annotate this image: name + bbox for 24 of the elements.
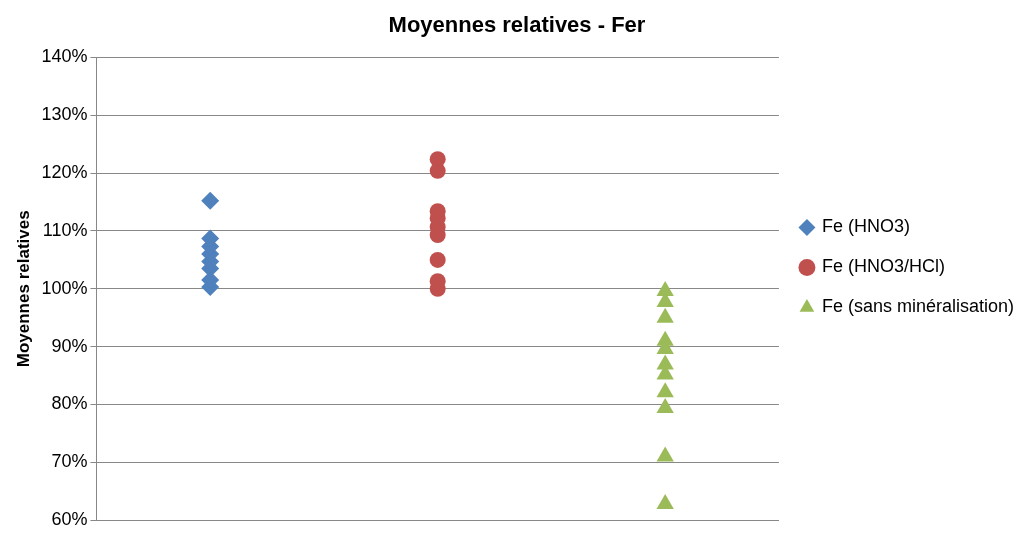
point xyxy=(656,494,674,509)
y-tick-label: 70% xyxy=(51,451,88,472)
y-tick-label: 130% xyxy=(41,104,88,125)
point xyxy=(201,191,220,210)
point xyxy=(656,281,674,297)
point xyxy=(656,446,674,462)
y-tick-label: 80% xyxy=(51,393,88,414)
legend-label: Fe (HNO3/HCl) xyxy=(821,256,945,277)
legend-label: Fe (sans minéralisation) xyxy=(821,296,1015,317)
y-tick-label: 90% xyxy=(51,335,88,356)
point xyxy=(429,251,446,268)
y-tick-label: 120% xyxy=(41,162,88,183)
y-tick-label: 140% xyxy=(41,46,88,67)
y-tick-label: 100% xyxy=(41,277,88,298)
y-tick-label: 110% xyxy=(42,219,88,240)
point xyxy=(656,307,674,323)
chart-title: Moyennes relatives - Fer xyxy=(388,12,646,38)
y-axis-title: Moyennes relatives xyxy=(13,210,33,368)
legend-label: Fe (HNO3) xyxy=(821,216,910,237)
point xyxy=(656,330,674,346)
point xyxy=(656,397,674,413)
y-tick-label: 60% xyxy=(51,509,88,530)
point xyxy=(656,382,674,398)
point xyxy=(656,354,674,370)
